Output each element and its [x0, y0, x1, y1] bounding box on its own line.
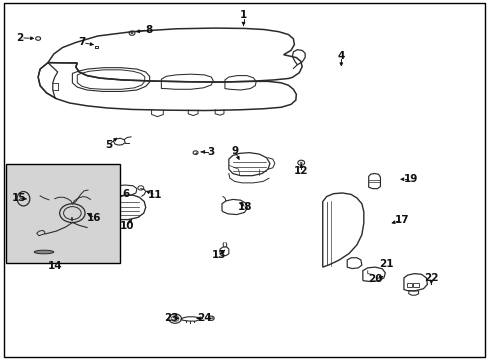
Text: 8: 8	[145, 24, 152, 35]
Text: 1: 1	[240, 10, 246, 20]
Text: 22: 22	[423, 273, 438, 283]
Ellipse shape	[34, 250, 54, 254]
Text: 20: 20	[367, 274, 382, 284]
Bar	[6, 164, 120, 263]
Text: 21: 21	[378, 258, 393, 269]
Text: 12: 12	[293, 166, 308, 176]
Text: 5: 5	[105, 140, 112, 150]
Text: 15: 15	[11, 193, 26, 203]
Text: 16: 16	[87, 213, 102, 223]
Text: 4: 4	[337, 51, 345, 61]
Text: 10: 10	[120, 221, 134, 231]
Text: 14: 14	[47, 261, 62, 271]
Text: 6: 6	[122, 189, 129, 199]
Text: 24: 24	[197, 313, 211, 323]
Text: 23: 23	[163, 312, 178, 323]
Text: 11: 11	[148, 190, 163, 200]
Text: 17: 17	[394, 215, 408, 225]
Text: 19: 19	[403, 174, 417, 184]
Text: 7: 7	[78, 37, 86, 48]
Text: 18: 18	[238, 202, 252, 212]
Text: 9: 9	[231, 146, 238, 156]
Text: 3: 3	[207, 147, 214, 157]
Text: 2: 2	[16, 33, 23, 43]
Text: 13: 13	[211, 249, 226, 260]
